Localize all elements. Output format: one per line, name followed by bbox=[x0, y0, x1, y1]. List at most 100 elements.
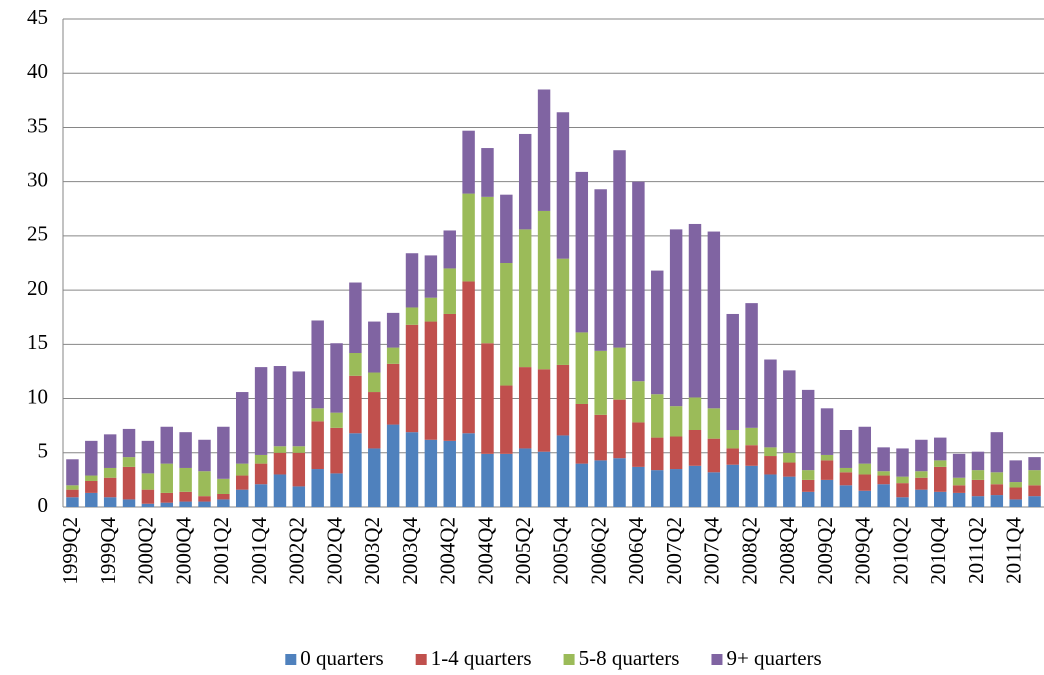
bar-segment bbox=[669, 229, 683, 407]
y-tick-label: 0 bbox=[38, 493, 49, 517]
bar-segment bbox=[745, 445, 758, 466]
bar-segment bbox=[688, 223, 702, 398]
legend-label: 1-4 quarters bbox=[431, 646, 532, 670]
bar-segment bbox=[179, 467, 192, 492]
x-tick-label: 2002Q4 bbox=[322, 517, 346, 585]
bar-segment bbox=[613, 399, 626, 459]
bar-segment bbox=[896, 483, 909, 498]
legend-label: 9+ quarters bbox=[726, 646, 821, 670]
bar-segment bbox=[103, 467, 117, 478]
bar-segment bbox=[103, 477, 117, 498]
y-tick-label: 25 bbox=[27, 222, 48, 246]
bar-segment bbox=[311, 421, 324, 470]
x-tick-label: 2005Q2 bbox=[511, 517, 535, 585]
bar-segment bbox=[330, 343, 343, 413]
bar-segment bbox=[839, 485, 853, 507]
x-tick-label: 2004Q4 bbox=[473, 517, 497, 585]
bar-segment bbox=[971, 496, 985, 507]
bar-segment bbox=[443, 440, 456, 507]
legend-swatch bbox=[711, 654, 723, 665]
legend-swatch bbox=[415, 654, 427, 665]
bar-segment bbox=[934, 460, 947, 467]
bar-segment bbox=[386, 363, 400, 425]
bar-segment bbox=[254, 484, 268, 507]
bar-segment bbox=[801, 470, 815, 480]
x-tick-label: 2000Q4 bbox=[171, 517, 195, 585]
bar-segment bbox=[669, 406, 683, 437]
bar-segment bbox=[915, 439, 928, 472]
bar-segment bbox=[179, 432, 192, 468]
bar-segment bbox=[594, 189, 607, 351]
bar-segment bbox=[896, 448, 909, 477]
bar-segment bbox=[820, 454, 834, 461]
bar-segment bbox=[368, 392, 381, 449]
bar-segment bbox=[160, 426, 173, 464]
bar-segment bbox=[462, 130, 475, 194]
bar-segment bbox=[368, 321, 381, 373]
y-tick-label: 35 bbox=[27, 113, 48, 137]
bar-segment bbox=[235, 392, 249, 464]
bar-segment bbox=[877, 471, 890, 476]
bar-segment bbox=[990, 484, 1004, 496]
bar-segment bbox=[556, 258, 570, 365]
x-tick-label: 2007Q2 bbox=[662, 517, 686, 585]
bar-segment bbox=[500, 194, 513, 263]
bar-segment bbox=[85, 440, 98, 476]
bar-segment bbox=[292, 371, 306, 447]
y-tick-label: 15 bbox=[27, 330, 48, 354]
bar-segment bbox=[613, 150, 626, 348]
bar-segment bbox=[858, 490, 872, 507]
bar-segment bbox=[462, 281, 475, 434]
bar-segment bbox=[424, 297, 438, 322]
bar-segment bbox=[1009, 499, 1022, 507]
bar-segment bbox=[141, 473, 155, 490]
x-tick-label: 2011Q4 bbox=[1002, 517, 1026, 584]
x-tick-label: 2005Q4 bbox=[549, 517, 573, 585]
bar-segment bbox=[443, 230, 456, 269]
bar-segment bbox=[594, 350, 607, 415]
bar-segment bbox=[745, 303, 758, 428]
bar-segment bbox=[990, 472, 1004, 485]
bar-segment bbox=[235, 475, 249, 490]
bar-segment bbox=[575, 171, 589, 333]
bar-segment bbox=[311, 320, 324, 409]
bar-segment bbox=[537, 89, 551, 211]
bar-segment bbox=[858, 474, 872, 491]
bar-segment bbox=[273, 446, 287, 453]
bar-segment bbox=[801, 479, 815, 492]
bar-segment bbox=[651, 394, 664, 438]
bar-segment bbox=[632, 466, 645, 507]
bar-segment bbox=[877, 484, 890, 507]
bar-segment bbox=[405, 432, 419, 507]
x-tick-label: 2008Q4 bbox=[775, 517, 799, 585]
x-tick-label: 2010Q2 bbox=[888, 517, 912, 585]
bar-segment bbox=[783, 370, 796, 453]
x-tick-label: 2009Q4 bbox=[851, 517, 875, 585]
bar-segment bbox=[292, 452, 306, 487]
bar-segment bbox=[613, 347, 626, 400]
bar-segment bbox=[839, 430, 853, 468]
x-tick-label: 2009Q2 bbox=[813, 517, 837, 585]
bar-segment bbox=[915, 477, 928, 490]
bar-segment bbox=[613, 458, 626, 507]
y-tick-label: 5 bbox=[38, 439, 49, 463]
bar-segment bbox=[330, 473, 343, 507]
x-tick-label: 2004Q2 bbox=[436, 517, 460, 585]
bar-segment bbox=[217, 499, 230, 507]
bar-segment bbox=[896, 497, 909, 507]
bar-segment bbox=[764, 359, 777, 448]
bar-segment bbox=[481, 196, 494, 344]
bar-segment bbox=[405, 324, 419, 433]
bar-segment bbox=[217, 478, 230, 494]
x-tick-label: 2003Q4 bbox=[398, 517, 422, 585]
bar-segment bbox=[160, 502, 173, 507]
bar-segment bbox=[1009, 482, 1022, 488]
legend-swatch bbox=[285, 654, 297, 665]
bar-segment bbox=[971, 479, 985, 497]
bar-segment bbox=[575, 463, 589, 507]
bar-segment bbox=[141, 489, 155, 504]
bar-segment bbox=[594, 460, 607, 507]
bar-segment bbox=[66, 459, 79, 486]
bar-segment bbox=[481, 453, 494, 507]
bar-segment bbox=[858, 426, 872, 464]
